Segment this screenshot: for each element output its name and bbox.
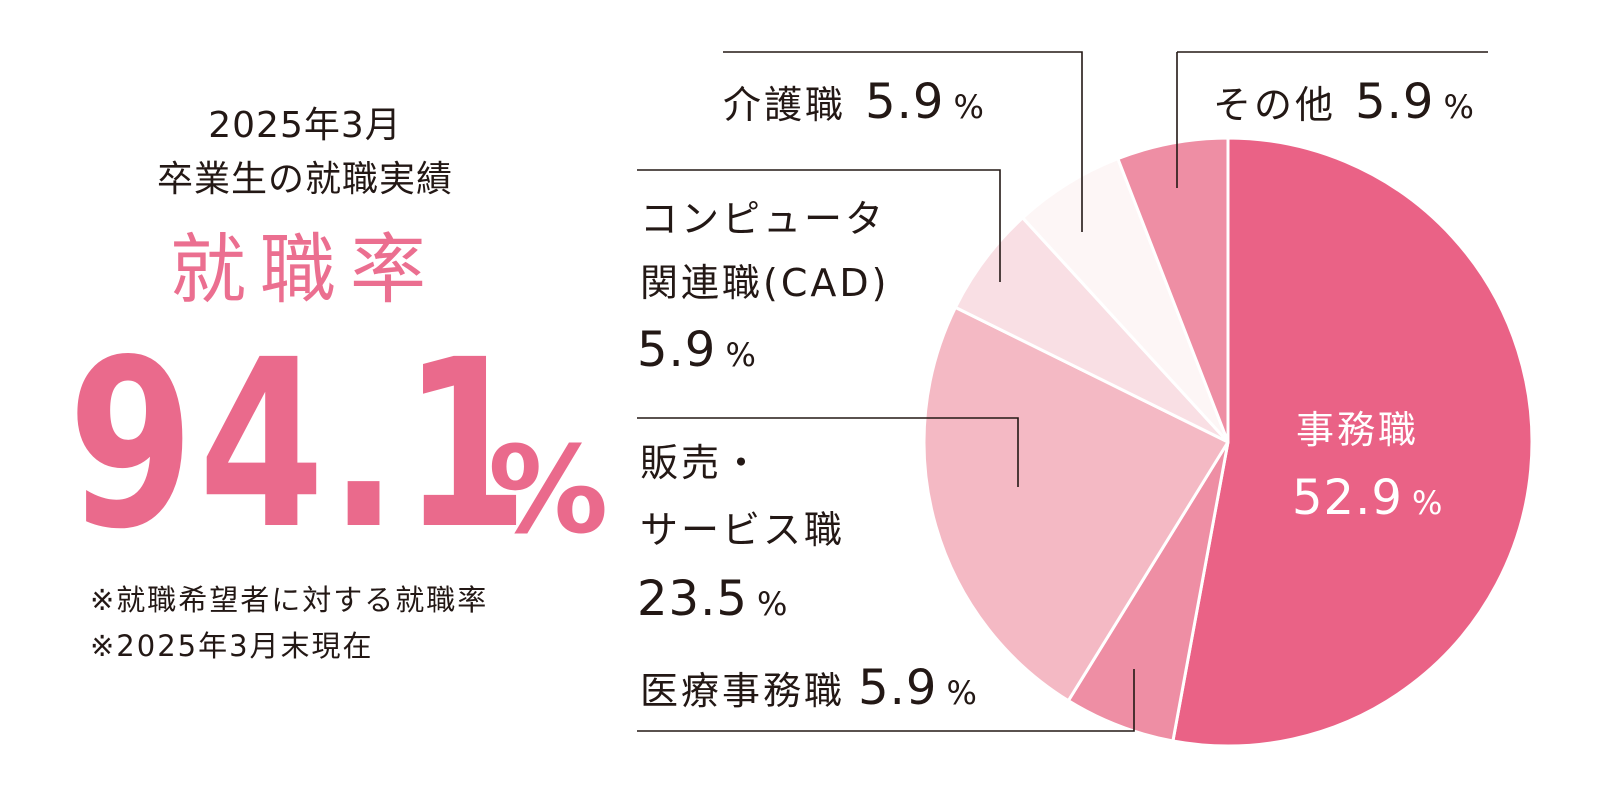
label-iryo-value: 5.9 <box>858 660 937 716</box>
subtitle-date: 2025年3月 <box>208 105 402 146</box>
summary-panel: 2025年3月 卒業生の就職実績 就職率 94.1 % ※就職希望者に対する就職… <box>0 0 608 800</box>
label-kaigo-value: 5.9 <box>865 74 944 130</box>
employment-rate-title: 就職率 <box>170 225 440 314</box>
employment-rate-number: 94.1 <box>68 310 534 580</box>
label-other-value: 5.9 <box>1355 74 1434 130</box>
subtitle-results: 卒業生の就職実績 <box>156 159 453 200</box>
label-computer-value: 5.9 % <box>637 322 756 378</box>
label-jimu-value: 52.9 % <box>1292 470 1442 526</box>
label-hanbai-unit: % <box>757 585 787 623</box>
pie-slices <box>922 136 1534 748</box>
leader-line-kaigo <box>723 51 1083 232</box>
label-jimu-unit: % <box>1412 484 1442 522</box>
label-other: その他 5.9 % <box>1213 74 1474 130</box>
pie-slice-0 <box>1171 136 1534 748</box>
leader-line-iryo <box>637 669 1135 732</box>
label-hanbai-line1: 販売・ <box>640 441 763 485</box>
leader-line-other <box>1176 51 1488 188</box>
label-kaigo: 介護職 5.9 % <box>723 74 984 130</box>
label-iryo-name: 医療事務職 <box>640 669 845 713</box>
employment-rate-unit: % <box>488 422 609 561</box>
label-hanbai-line2: サービス職 <box>640 508 845 552</box>
pie-slice-5 <box>1116 136 1230 444</box>
label-kaigo-unit: % <box>954 88 984 126</box>
leader-line-hanbai <box>637 417 1019 487</box>
label-jimu-number: 52.9 <box>1292 470 1403 526</box>
label-computer-number: 5.9 <box>637 322 716 378</box>
leader-line-computer <box>637 169 1001 282</box>
note-date: ※2025年3月末現在 <box>90 629 374 663</box>
label-computer-line1: コンピュータ <box>640 197 886 241</box>
label-jimu-name: 事務職 <box>1296 408 1419 452</box>
label-computer-line2: 関連職(CAD) <box>640 261 889 305</box>
leader-lines <box>637 51 1488 732</box>
label-other-unit: % <box>1444 88 1474 126</box>
label-other-name: その他 <box>1213 83 1336 127</box>
label-computer-unit: % <box>725 336 755 374</box>
label-iryo: 医療事務職 5.9 % <box>640 660 977 716</box>
label-kaigo-name: 介護職 <box>723 83 846 127</box>
label-hanbai-value: 23.5 % <box>637 571 787 627</box>
note-basis: ※就職希望者に対する就職率 <box>90 583 489 617</box>
label-hanbai-number: 23.5 <box>637 571 748 627</box>
employment-rate-value: 94.1 % <box>68 320 664 570</box>
label-iryo-unit: % <box>947 674 977 712</box>
